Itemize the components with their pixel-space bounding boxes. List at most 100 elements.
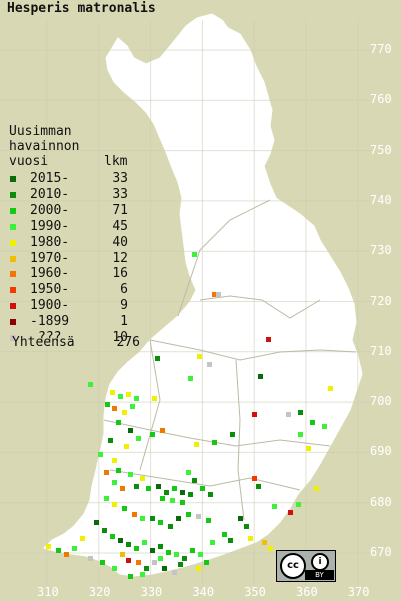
legend-row: 2015- 33 bbox=[0, 171, 140, 187]
observation-square bbox=[118, 394, 123, 399]
legend-label: 2000- bbox=[30, 202, 70, 218]
observation-square bbox=[120, 552, 125, 557]
observation-square bbox=[180, 500, 185, 505]
legend-count: 12 bbox=[112, 250, 128, 266]
legend-row: 1900- 9 bbox=[0, 298, 140, 314]
observation-square bbox=[126, 542, 131, 547]
observation-square bbox=[140, 572, 145, 577]
legend-count: 9 bbox=[120, 298, 128, 314]
observation-square bbox=[314, 486, 319, 491]
legend-row: 1980- 40 bbox=[0, 235, 140, 251]
observation-square bbox=[204, 560, 209, 565]
observation-square bbox=[328, 386, 333, 391]
observation-square bbox=[110, 390, 115, 395]
observation-square bbox=[174, 552, 179, 557]
y-grid-label: 690 bbox=[370, 444, 392, 459]
legend-row: 1970- 12 bbox=[0, 251, 140, 267]
observation-square bbox=[296, 502, 301, 507]
legend-row: -1899 1 bbox=[0, 314, 140, 330]
legend-count: 33 bbox=[112, 186, 128, 202]
observation-square bbox=[56, 548, 61, 553]
observation-square bbox=[244, 524, 249, 529]
legend-swatch bbox=[10, 176, 16, 182]
observation-square bbox=[188, 492, 193, 497]
cc-by-license-badge[interactable]: cc i BY bbox=[276, 550, 336, 582]
observation-square bbox=[98, 452, 103, 457]
observation-square bbox=[212, 440, 217, 445]
total-count: 276 bbox=[116, 335, 140, 350]
observation-square bbox=[156, 484, 161, 489]
observation-square bbox=[286, 412, 291, 417]
observation-square bbox=[170, 498, 175, 503]
y-grid-label: 720 bbox=[370, 293, 392, 308]
observation-square bbox=[118, 538, 123, 543]
observation-square bbox=[186, 470, 191, 475]
observation-square bbox=[134, 484, 139, 489]
observation-square bbox=[102, 528, 107, 533]
legend-heading-line-1: Uusimman bbox=[9, 124, 72, 139]
observation-square bbox=[272, 504, 277, 509]
legend-label: 1900- bbox=[30, 298, 70, 314]
observation-square bbox=[104, 470, 109, 475]
observation-square bbox=[128, 428, 133, 433]
observation-square bbox=[72, 546, 77, 551]
legend-row: 1950- 6 bbox=[0, 282, 140, 298]
observation-square bbox=[136, 560, 141, 565]
y-grid-label: 710 bbox=[370, 343, 392, 358]
observation-square bbox=[197, 354, 202, 359]
legend-swatch bbox=[10, 239, 16, 246]
finland-landmass bbox=[43, 13, 363, 577]
legend-row: 2000- 71 bbox=[0, 203, 140, 219]
by-label: BY bbox=[305, 570, 334, 580]
observation-square bbox=[120, 486, 125, 491]
observation-square bbox=[128, 574, 133, 579]
observation-square bbox=[160, 428, 165, 433]
legend-label: 1970- bbox=[30, 250, 70, 266]
legend-count: 1 bbox=[120, 314, 128, 330]
observation-square bbox=[238, 516, 243, 521]
observation-square bbox=[256, 484, 261, 489]
observation-square bbox=[180, 490, 185, 495]
observation-square bbox=[298, 432, 303, 437]
y-grid-label: 670 bbox=[370, 545, 392, 559]
legend-swatch bbox=[10, 223, 16, 230]
observation-square bbox=[126, 392, 131, 397]
observation-square bbox=[144, 566, 149, 571]
observation-square bbox=[116, 468, 121, 473]
legend-swatch bbox=[10, 287, 16, 294]
observation-square bbox=[110, 534, 115, 539]
observation-square bbox=[252, 476, 257, 481]
observation-square bbox=[158, 544, 163, 549]
legend-row: 1960- 16 bbox=[0, 266, 140, 282]
observation-square bbox=[112, 502, 117, 507]
observation-square bbox=[122, 506, 127, 511]
observation-square bbox=[64, 552, 69, 557]
species-title: Hesperis matronalis bbox=[7, 1, 156, 16]
observation-square bbox=[46, 544, 51, 549]
observation-square bbox=[108, 438, 113, 443]
total-label: Yhteensä bbox=[12, 335, 75, 350]
observation-square bbox=[126, 558, 131, 563]
attribution-icon: i bbox=[311, 553, 329, 571]
y-grid-label: 760 bbox=[370, 92, 392, 107]
observation-square bbox=[200, 486, 205, 491]
legend-label: 2010- bbox=[30, 186, 70, 202]
province-border bbox=[235, 359, 245, 521]
x-grid-label: 360 bbox=[296, 585, 318, 599]
province-border bbox=[109, 469, 301, 491]
observation-square bbox=[146, 486, 151, 491]
observation-square bbox=[88, 382, 93, 387]
observation-square bbox=[190, 548, 195, 553]
observation-square bbox=[288, 510, 293, 515]
y-grid-label: 750 bbox=[370, 142, 392, 157]
observation-square bbox=[207, 362, 212, 367]
observation-square bbox=[196, 514, 201, 519]
observation-square bbox=[322, 424, 327, 429]
legend-count-heading: lkm bbox=[104, 154, 128, 169]
observation-square bbox=[258, 374, 263, 379]
province-border bbox=[199, 295, 321, 319]
observation-square bbox=[210, 540, 215, 545]
observation-square bbox=[150, 432, 155, 437]
legend-total: Yhteensä 276 bbox=[12, 335, 140, 350]
